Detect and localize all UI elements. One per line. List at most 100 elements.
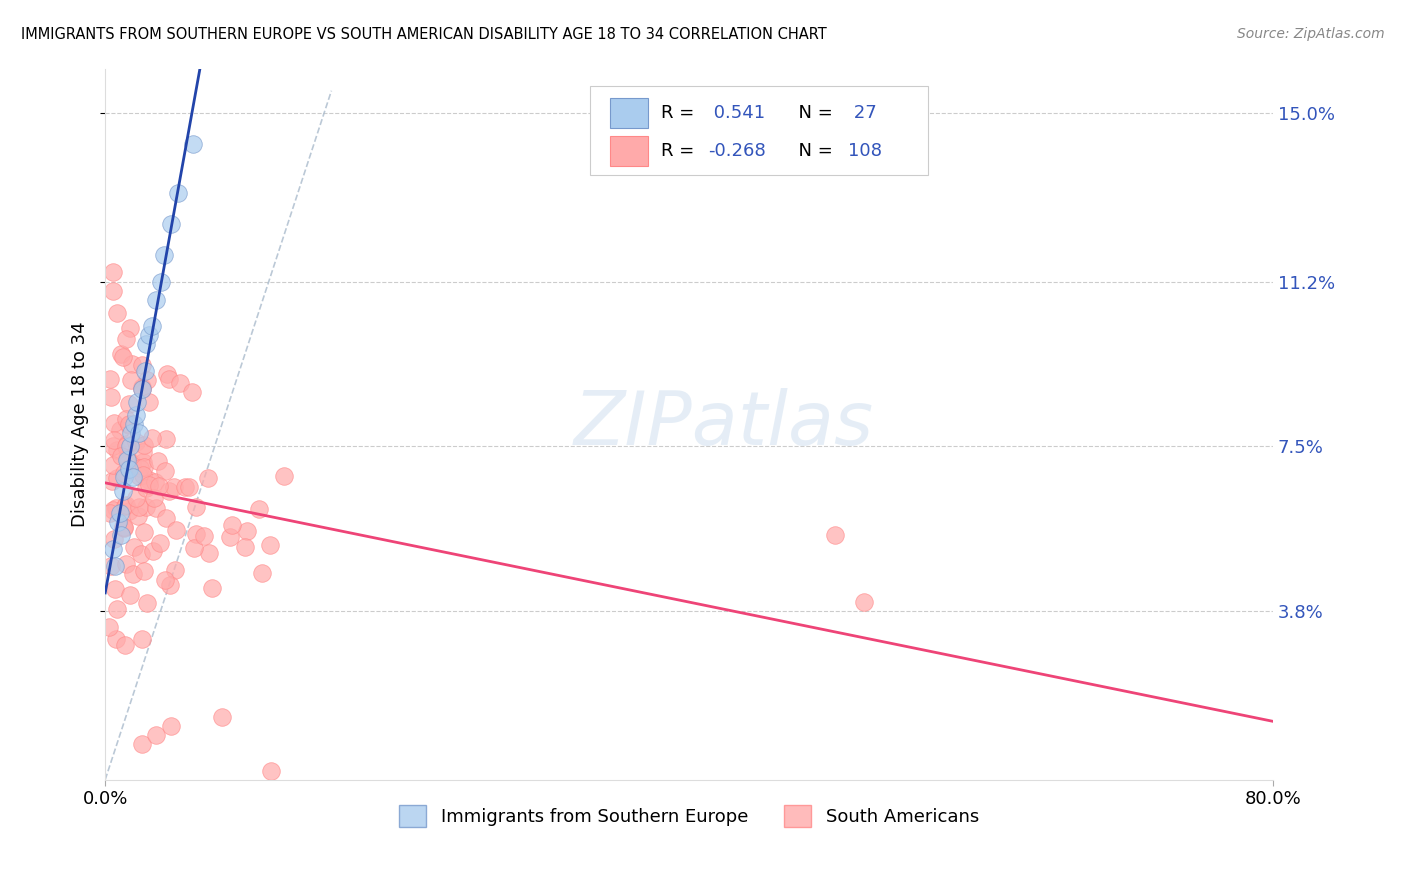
Point [103, 532, 125, 546]
Point [273, 468, 295, 483]
Text: 108: 108 [848, 142, 882, 161]
Point [124, 417, 146, 431]
Point [153, 464, 176, 478]
Point [131, 380, 153, 394]
Point [218, 530, 240, 544]
Point [198, 546, 221, 560]
Point [134, 364, 156, 378]
Point [121, 373, 143, 387]
Point [235, 541, 257, 555]
Text: ZIPatlas: ZIPatlas [574, 388, 875, 460]
FancyBboxPatch shape [610, 136, 648, 166]
Point [160, 719, 183, 733]
Point [259, 764, 281, 778]
Point [200, 581, 222, 595]
Point [110, 528, 132, 542]
Point [114, 638, 136, 652]
Point [138, 328, 160, 343]
Point [152, 248, 174, 262]
Point [249, 501, 271, 516]
Text: R =: R = [661, 142, 700, 161]
Point [121, 456, 143, 470]
Point [114, 520, 136, 534]
Point [138, 394, 160, 409]
Point [101, 475, 124, 489]
Point [135, 373, 157, 387]
Point [259, 538, 281, 552]
Point [121, 425, 143, 440]
Point [108, 424, 131, 438]
Point [122, 540, 145, 554]
Text: -0.268: -0.268 [707, 142, 765, 161]
Point [112, 521, 135, 535]
Point [853, 595, 876, 609]
Point [180, 385, 202, 400]
Point [131, 358, 153, 372]
Point [184, 500, 207, 515]
Point [163, 564, 186, 578]
Point [211, 710, 233, 724]
Point [148, 454, 170, 468]
Point [127, 508, 149, 523]
Point [167, 186, 190, 200]
Point [156, 368, 179, 382]
Point [104, 559, 127, 574]
Point [117, 461, 139, 475]
Point [169, 376, 191, 391]
Text: R =: R = [661, 103, 700, 121]
Point [120, 321, 142, 335]
Point [112, 470, 135, 484]
Point [110, 346, 132, 360]
Legend: Immigrants from Southern Europe, South Americans: Immigrants from Southern Europe, South A… [392, 798, 986, 835]
Point [155, 573, 177, 587]
Point [118, 417, 141, 431]
Point [193, 529, 215, 543]
Point [115, 499, 138, 513]
Point [145, 728, 167, 742]
Point [115, 411, 138, 425]
Point [135, 337, 157, 351]
Point [157, 484, 180, 499]
Point [105, 500, 128, 515]
Point [145, 501, 167, 516]
Point [135, 500, 157, 514]
Point [824, 528, 846, 542]
Point [120, 588, 142, 602]
Point [149, 536, 172, 550]
Text: 0.541: 0.541 [707, 103, 765, 121]
Point [98, 506, 121, 520]
FancyBboxPatch shape [610, 98, 648, 128]
Point [115, 332, 138, 346]
Point [134, 459, 156, 474]
Point [110, 450, 132, 464]
Point [131, 547, 153, 561]
Point [115, 451, 138, 466]
Text: Source: ZipAtlas.com: Source: ZipAtlas.com [1237, 27, 1385, 41]
Point [121, 566, 143, 581]
Text: IMMIGRANTS FROM SOUTHERN EUROPE VS SOUTH AMERICAN DISABILITY AGE 18 TO 34 CORREL: IMMIGRANTS FROM SOUTHERN EUROPE VS SOUTH… [21, 27, 827, 42]
Point [105, 632, 128, 646]
Point [138, 473, 160, 487]
Point [165, 523, 187, 537]
Point [155, 511, 177, 525]
Point [105, 471, 128, 485]
Text: 27: 27 [848, 103, 876, 121]
Point [103, 433, 125, 447]
Point [155, 433, 177, 447]
Point [111, 351, 134, 365]
Point [105, 443, 128, 458]
Point [173, 480, 195, 494]
Point [118, 397, 141, 411]
Point [131, 382, 153, 396]
Point [132, 468, 155, 483]
Point [115, 557, 138, 571]
Point [236, 524, 259, 538]
Point [141, 431, 163, 445]
Point [142, 544, 165, 558]
Point [131, 737, 153, 751]
Point [105, 602, 128, 616]
Point [142, 491, 165, 505]
Point [134, 524, 156, 539]
Point [100, 390, 122, 404]
Point [197, 470, 219, 484]
